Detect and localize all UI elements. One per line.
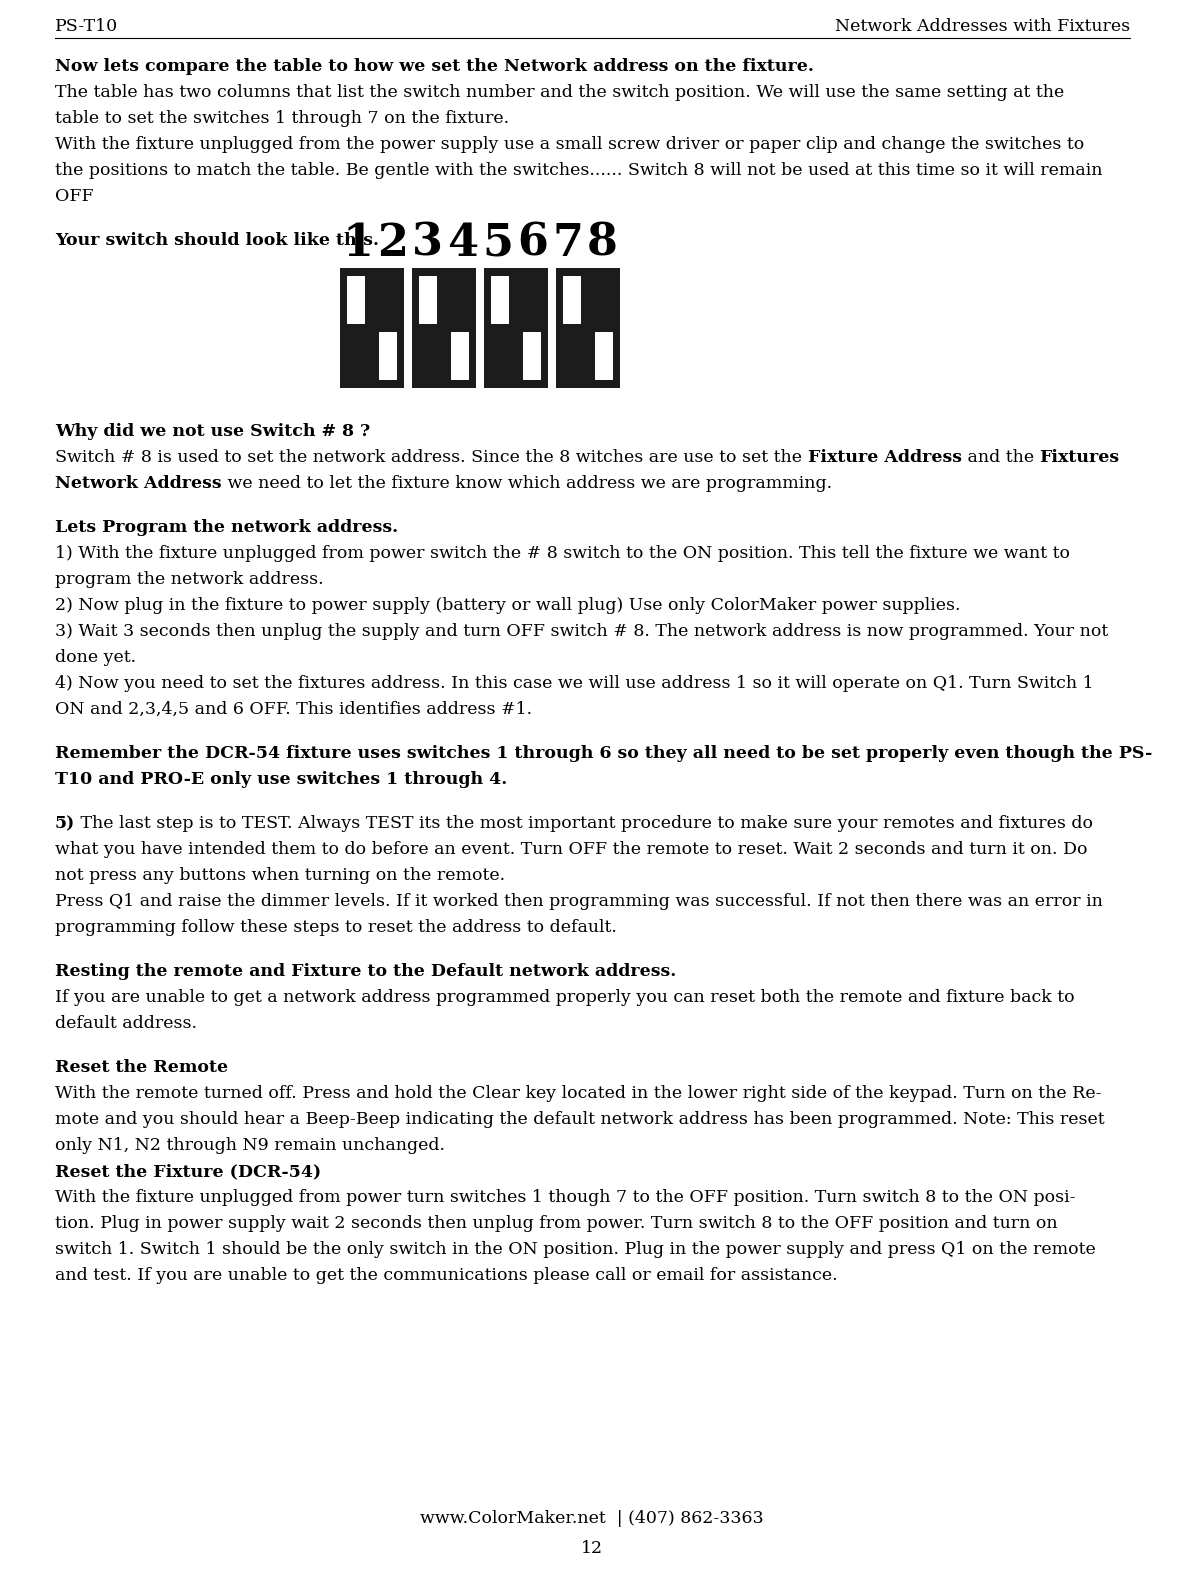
Text: done yet.: done yet. <box>54 648 136 666</box>
Text: 4) Now you need to set the fixtures address. In this case we will use address 1 : 4) Now you need to set the fixtures addr… <box>54 675 1094 693</box>
Text: The table has two columns that list the switch number and the switch position. W: The table has two columns that list the … <box>54 84 1064 101</box>
Text: 1) With the fixture unplugged from power switch the # 8 switch to the ON positio: 1) With the fixture unplugged from power… <box>54 545 1070 563</box>
Text: Reset the Remote: Reset the Remote <box>54 1059 229 1076</box>
Bar <box>379 331 398 380</box>
Text: PS-T10: PS-T10 <box>54 17 118 35</box>
Text: Press Q1 and raise the dimmer levels. If it worked then programming was successf: Press Q1 and raise the dimmer levels. If… <box>54 892 1102 910</box>
Text: switch 1. Switch 1 should be the only switch in the ON position. Plug in the pow: switch 1. Switch 1 should be the only sw… <box>54 1241 1095 1258</box>
Text: If you are unable to get a network address programmed properly you can reset bot: If you are unable to get a network addre… <box>54 989 1075 1006</box>
Text: Resting the remote and Fixture to the Default network address.: Resting the remote and Fixture to the De… <box>54 964 676 980</box>
Text: Network Addresses with Fixtures: Network Addresses with Fixtures <box>835 17 1130 35</box>
Text: only N1, N2 through N9 remain unchanged.: only N1, N2 through N9 remain unchanged. <box>54 1136 445 1154</box>
Bar <box>412 268 476 388</box>
Text: Remember the DCR-54 fixture uses switches 1 through 6 so they all need to be set: Remember the DCR-54 fixture uses switche… <box>54 745 1152 762</box>
Text: the positions to match the table. Be gentle with the switches...... Switch 8 wil: the positions to match the table. Be gen… <box>54 162 1102 179</box>
Text: OFF: OFF <box>54 189 94 204</box>
Bar <box>347 276 365 323</box>
Text: 7: 7 <box>552 222 583 265</box>
Text: Network Address: Network Address <box>54 476 221 491</box>
Text: and test. If you are unable to get the communications please call or email for a: and test. If you are unable to get the c… <box>54 1266 837 1284</box>
Bar <box>555 268 620 388</box>
Text: default address.: default address. <box>54 1014 197 1032</box>
Text: Switch # 8 is used to set the network address. Since the 8 witches are use to se: Switch # 8 is used to set the network ad… <box>54 449 807 466</box>
Text: 2) Now plug in the fixture to power supply (battery or wall plug) Use only Color: 2) Now plug in the fixture to power supp… <box>54 598 960 613</box>
Text: Why did we not use Switch # 8 ?: Why did we not use Switch # 8 ? <box>54 423 371 441</box>
Text: With the remote turned off. Press and hold the Clear key located in the lower ri: With the remote turned off. Press and ho… <box>54 1086 1101 1102</box>
Bar <box>451 331 469 380</box>
Text: 8: 8 <box>587 222 618 265</box>
Bar <box>594 331 613 380</box>
Text: what you have intended them to do before an event. Turn OFF the remote to reset.: what you have intended them to do before… <box>54 842 1087 857</box>
Text: www.ColorMaker.net  | (407) 862-3363: www.ColorMaker.net | (407) 862-3363 <box>420 1511 764 1526</box>
Text: 4: 4 <box>446 222 478 265</box>
Text: ON and 2,3,4,5 and 6 OFF. This identifies address #1.: ON and 2,3,4,5 and 6 OFF. This identifie… <box>54 701 532 718</box>
Text: 6: 6 <box>517 222 548 265</box>
Text: 5): 5) <box>54 815 76 832</box>
Text: program the network address.: program the network address. <box>54 571 323 588</box>
Bar <box>419 276 437 323</box>
Text: 1: 1 <box>342 222 373 265</box>
Bar <box>523 331 541 380</box>
Text: Fixtures: Fixtures <box>1040 449 1119 466</box>
Text: not press any buttons when turning on the remote.: not press any buttons when turning on th… <box>54 867 506 884</box>
Text: programming follow these steps to reset the address to default.: programming follow these steps to reset … <box>54 919 617 937</box>
Text: tion. Plug in power supply wait 2 seconds then unplug from power. Turn switch 8 : tion. Plug in power supply wait 2 second… <box>54 1216 1057 1232</box>
Text: 2: 2 <box>377 222 408 265</box>
Text: Reset the Fixture (DCR-54): Reset the Fixture (DCR-54) <box>54 1163 321 1179</box>
Text: The last step is to TEST. Always TEST its the most important procedure to make s: The last step is to TEST. Always TEST it… <box>76 815 1093 832</box>
Text: With the fixture unplugged from the power supply use a small screw driver or pap: With the fixture unplugged from the powe… <box>54 136 1085 154</box>
Text: mote and you should hear a Beep-Beep indicating the default network address has : mote and you should hear a Beep-Beep ind… <box>54 1111 1105 1129</box>
Text: Fixture Address: Fixture Address <box>807 449 961 466</box>
Text: Lets Program the network address.: Lets Program the network address. <box>54 518 398 536</box>
Text: Your switch should look like this.: Your switch should look like this. <box>54 231 379 249</box>
Bar <box>340 268 405 388</box>
Bar <box>484 268 548 388</box>
Text: table to set the switches 1 through 7 on the fixture.: table to set the switches 1 through 7 on… <box>54 109 509 127</box>
Text: T10 and PRO-E only use switches 1 through 4.: T10 and PRO-E only use switches 1 throug… <box>54 770 507 788</box>
Text: 12: 12 <box>581 1541 603 1556</box>
Text: Now lets compare the table to how we set the Network address on the fixture.: Now lets compare the table to how we set… <box>54 59 813 74</box>
Text: With the fixture unplugged from power turn switches 1 though 7 to the OFF positi: With the fixture unplugged from power tu… <box>54 1189 1075 1206</box>
Text: 3) Wait 3 seconds then unplug the supply and turn OFF switch # 8. The network ad: 3) Wait 3 seconds then unplug the supply… <box>54 623 1108 640</box>
Text: and the: and the <box>961 449 1040 466</box>
Text: 5: 5 <box>482 222 513 265</box>
Text: 3: 3 <box>412 222 443 265</box>
Text: we need to let the fixture know which address we are programming.: we need to let the fixture know which ad… <box>221 476 831 491</box>
Bar <box>491 276 509 323</box>
Bar <box>562 276 580 323</box>
